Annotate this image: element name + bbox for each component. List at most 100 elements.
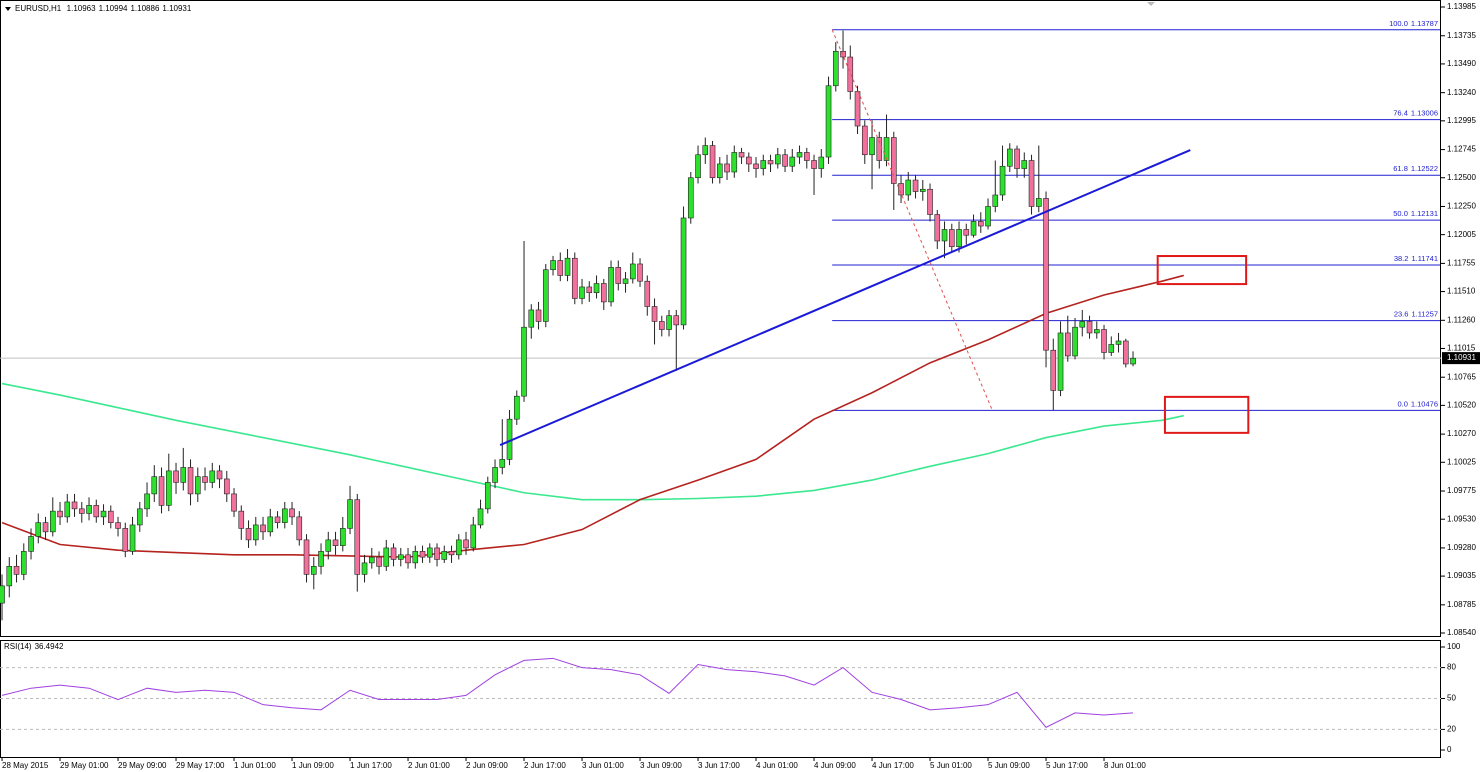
y-tick-label: 1.13240 xyxy=(1447,88,1476,97)
header-price: 1.10963 xyxy=(67,4,96,13)
rsi-name: RSI(14) xyxy=(4,642,32,651)
candle-body xyxy=(6,566,13,587)
candle-body xyxy=(71,501,78,510)
candle-body xyxy=(296,516,303,541)
candle-body xyxy=(644,280,651,307)
main-panel xyxy=(0,0,1441,637)
candle-body xyxy=(78,508,85,514)
candle-body xyxy=(927,188,933,215)
candle-body xyxy=(673,315,680,326)
x-tick-label: 3 Jun 09:00 xyxy=(640,761,682,770)
candle-body xyxy=(687,177,694,219)
x-tick-label: 1 Jun 09:00 xyxy=(292,761,334,770)
x-tick-label: 29 May 09:00 xyxy=(118,761,167,770)
x-tick-label: 2 Jun 01:00 xyxy=(408,761,450,770)
y-tick-label: 1.12745 xyxy=(1447,145,1476,154)
y-tick-label: 1.13490 xyxy=(1447,59,1476,68)
candle-body xyxy=(789,156,796,167)
candle-body xyxy=(970,221,977,236)
candle-body xyxy=(13,566,20,575)
y-tick-label: 1.09035 xyxy=(1447,571,1476,580)
candle-body xyxy=(93,505,100,518)
header-price: 1.10994 xyxy=(99,4,128,13)
fib-price: 1.13006 xyxy=(1411,109,1438,118)
y-tick-label: 1.13985 xyxy=(1447,2,1476,11)
candle-body xyxy=(426,547,433,558)
trendline xyxy=(499,149,1191,446)
candle-body xyxy=(528,309,535,328)
y-tick-label: 1.12995 xyxy=(1447,116,1476,125)
candle-body xyxy=(274,516,281,523)
candle-body xyxy=(484,482,491,510)
candle-body xyxy=(405,554,411,564)
y-tick-label: 1.12250 xyxy=(1447,202,1476,211)
candle-body xyxy=(412,551,419,564)
candle-body xyxy=(86,505,92,514)
candle-body xyxy=(281,508,288,523)
fib-ratio: 23.6 xyxy=(1394,310,1409,319)
highlight-box xyxy=(1156,255,1248,286)
candle-body xyxy=(64,501,71,518)
candle-body xyxy=(608,267,614,303)
retracement-line xyxy=(831,29,993,411)
candle-body xyxy=(985,206,991,227)
candle-body xyxy=(1064,332,1071,357)
candle-body xyxy=(513,395,520,420)
candle-body xyxy=(1108,344,1115,353)
y-tick-label: 1.12500 xyxy=(1447,173,1476,182)
current-price-label: 1.10931 xyxy=(1447,353,1476,362)
header-price: 1.10931 xyxy=(162,4,191,13)
candle-body xyxy=(202,476,208,483)
y-tick-label: 1.13735 xyxy=(1447,31,1476,40)
y-tick-label: 1.10025 xyxy=(1447,457,1476,466)
rsi-tick-label: 0 xyxy=(1447,745,1452,754)
candle-body xyxy=(376,556,382,567)
rsi-tick-label: 20 xyxy=(1447,725,1456,734)
candle-body xyxy=(368,556,375,564)
candle-body xyxy=(1079,321,1086,328)
candle-body xyxy=(999,165,1006,196)
y-tick-label: 1.11015 xyxy=(1447,344,1476,353)
fib-price: 1.12522 xyxy=(1411,164,1438,173)
x-tick-label: 1 Jun 17:00 xyxy=(350,761,392,770)
candle-body xyxy=(332,539,339,546)
fib-price: 1.13787 xyxy=(1411,19,1438,28)
candle-body xyxy=(397,554,404,560)
candle-body xyxy=(1043,198,1049,351)
candle-body xyxy=(209,470,216,483)
candle-body xyxy=(390,547,397,560)
candle-body xyxy=(695,154,701,179)
candle-body xyxy=(745,156,752,165)
candle-body xyxy=(158,476,165,506)
x-tick-label: 4 Jun 09:00 xyxy=(814,761,856,770)
fib-label: 0.0 1.10476 xyxy=(1397,399,1438,408)
candle-body xyxy=(1050,349,1057,391)
rsi-tick-label: 80 xyxy=(1447,663,1456,672)
x-tick-label: 29 May 01:00 xyxy=(60,761,109,770)
rsi-value: 36.4942 xyxy=(35,642,64,651)
candle-body xyxy=(905,179,912,196)
current-price-box xyxy=(1442,352,1480,365)
candle-body xyxy=(144,493,150,510)
highlight-box xyxy=(1163,395,1250,434)
rsi-line xyxy=(1,657,1134,728)
fib-price: 1.11741 xyxy=(1411,254,1438,263)
candle-body xyxy=(658,321,665,330)
candle-body xyxy=(1101,329,1107,353)
x-tick-label: 5 Jun 09:00 xyxy=(988,761,1030,770)
fib-ratio: 0.0 xyxy=(1397,399,1407,408)
candle-body xyxy=(876,137,883,161)
candle-body xyxy=(216,470,223,480)
candle-body xyxy=(941,229,948,242)
candle-body xyxy=(731,152,738,173)
candle-body xyxy=(173,470,179,483)
fib-ratio: 50.0 xyxy=(1393,209,1408,218)
candle-body xyxy=(499,459,506,468)
candle-body xyxy=(521,326,527,397)
candle-body xyxy=(325,539,332,552)
candle-body xyxy=(361,562,368,575)
candle-body xyxy=(318,551,324,567)
candle-body xyxy=(1122,340,1129,365)
